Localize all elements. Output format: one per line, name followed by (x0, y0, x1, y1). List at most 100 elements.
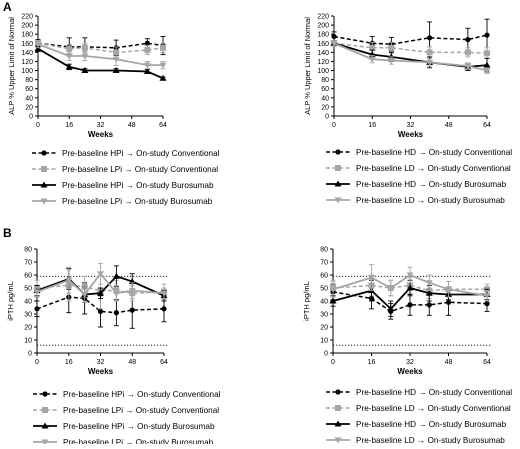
legend-swatch-marker (40, 181, 48, 188)
legend-item: Pre-baseline LPi → On-study Burosumab (33, 438, 214, 447)
y-tick-label: 70 (24, 260, 32, 267)
y-tick-label: 100 (317, 68, 329, 75)
x-tick-label: 48 (445, 359, 453, 366)
data-point (464, 49, 471, 56)
legend-label: Pre-baseline LPi → On-study Burosumab (63, 438, 214, 444)
y-tick-label: 140 (21, 50, 33, 57)
data-point (144, 47, 151, 54)
y-tick-label: 10 (320, 338, 328, 345)
data-point (161, 306, 167, 312)
legend-item: Pre-baseline HPi → On-study Conventional (33, 390, 221, 399)
legend-item: Pre-baseline HD → On-study Conventional (326, 388, 512, 397)
legend-item: Pre-baseline HPi → On-study Burosumab (32, 181, 214, 190)
y-tick-label: 30 (24, 312, 32, 319)
y-tick-label: 70 (320, 260, 328, 267)
chart-B-left: 0 10 20 30 40 50 60 70 80 0 16 32 48 64 Weeks iPTH pg/m… (6, 247, 221, 448)
data-point (426, 59, 434, 66)
series-line (333, 42, 488, 55)
x-tick-label: 64 (160, 359, 168, 366)
x-tick-label: 16 (65, 122, 73, 129)
series-line (37, 43, 163, 66)
legend-swatch-marker (334, 437, 342, 444)
y-tick-label: 0 (324, 351, 328, 358)
legend-label: Pre-baseline HD → On-study Burosumab (356, 420, 507, 429)
data-point (331, 33, 337, 40)
chart-A-left: 0 20 40 60 80 100 120 140 160 180 200 220 0 16 32 48 64 W… (7, 14, 220, 207)
y-axis-title: iPTH pg/mL (302, 281, 311, 321)
y-tick-label: 80 (24, 247, 32, 254)
legend-label: Pre-baseline HD → On-study Burosumab (356, 180, 507, 189)
x-tick-label: 48 (445, 122, 453, 129)
data-point (465, 37, 471, 43)
data-point (34, 306, 40, 312)
y-tick-label: 40 (24, 299, 32, 306)
legend-swatch-marker (334, 197, 342, 204)
series-line (333, 34, 488, 45)
x-tick-label: 16 (368, 359, 376, 366)
legend-label: Pre-baseline HPi → On-study Conventional (62, 149, 220, 158)
legend-item: Pre-baseline HPi → On-study Burosumab (33, 422, 215, 431)
data-point (160, 290, 168, 297)
y-tick-label: 120 (317, 59, 329, 66)
data-point (97, 271, 104, 278)
data-point (329, 286, 337, 293)
legend-label: Pre-baseline LD → On-study Burosumab (356, 436, 505, 444)
legend-swatch-marker (42, 391, 48, 397)
legend-item: Pre-baseline HD → On-study Burosumab (326, 180, 507, 189)
series-4 (34, 40, 167, 70)
x-tick-label: 16 (368, 122, 376, 129)
legend-label: Pre-baseline LPi → On-study Conventional (63, 406, 219, 415)
series-line (37, 42, 164, 49)
y-axis-title: ALP % Upper Limit of Normal (7, 17, 16, 115)
x-tick-label: 0 (332, 122, 336, 129)
data-point (368, 56, 376, 63)
data-point (66, 45, 73, 52)
data-point (81, 53, 89, 60)
x-tick-label: 48 (128, 359, 136, 366)
y-tick-label: 80 (320, 247, 328, 254)
x-tick-label: 0 (331, 359, 335, 366)
legend-swatch-marker (335, 389, 341, 395)
y-tick-label: 80 (25, 77, 33, 84)
data-point (329, 297, 337, 304)
legend-item: Pre-baseline LD → On-study Burosumab (326, 436, 505, 445)
x-tick-label: 32 (406, 359, 414, 366)
data-point (81, 44, 88, 51)
data-point (484, 301, 490, 307)
data-point (445, 286, 452, 293)
data-point (330, 40, 338, 47)
legend-item: Pre-baseline LD → On-study Conventional (326, 404, 511, 413)
legend-swatch-marker (335, 165, 341, 171)
y-tick-label: 50 (320, 286, 328, 293)
series-4 (330, 40, 491, 75)
data-point (65, 53, 73, 60)
data-point (113, 49, 120, 56)
y-tick-label: 40 (25, 95, 33, 102)
y-tick-label: 220 (21, 14, 33, 21)
data-point (387, 58, 395, 65)
data-point (445, 299, 452, 305)
x-tick-label: 32 (97, 359, 105, 366)
data-point (97, 308, 104, 314)
data-point (483, 68, 491, 75)
legend-item: Pre-baseline LPi → On-study Conventional (32, 165, 218, 174)
data-point (483, 293, 491, 300)
data-point (159, 62, 167, 69)
x-tick-label: 16 (65, 359, 73, 366)
series-line (333, 42, 488, 72)
legend-item: Pre-baseline LPi → On-study Burosumab (32, 197, 213, 206)
y-tick-label: 160 (317, 41, 329, 48)
y-tick-label: 120 (21, 59, 33, 66)
legend-item: Pre-baseline LD → On-study Conventional (326, 164, 511, 173)
legend-item: Pre-baseline LD → On-study Burosumab (326, 196, 505, 205)
data-point (426, 49, 433, 56)
legend-swatch-marker (335, 405, 341, 411)
data-point (387, 53, 395, 60)
legend-swatch-marker (41, 166, 47, 172)
y-tick-label: 20 (321, 104, 329, 111)
y-tick-label: 0 (29, 114, 33, 121)
data-point (113, 310, 119, 316)
data-point (427, 35, 433, 41)
data-point (97, 289, 104, 296)
series-1 (331, 18, 490, 55)
